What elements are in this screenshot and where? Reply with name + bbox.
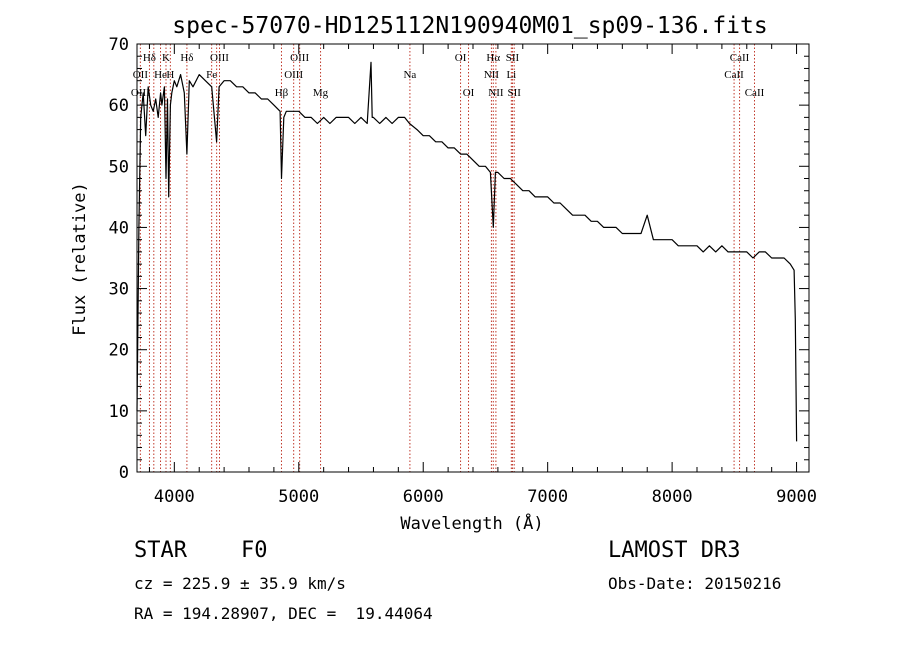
line-label-1: K: [162, 52, 170, 64]
x-tick-label-0: 4000: [154, 487, 195, 507]
line-label-3: OIII: [210, 52, 229, 64]
y-tick-label-5: 50: [109, 157, 129, 177]
line-label-15: NII: [484, 69, 500, 81]
ra-dec-coordinates: RA = 194.28907, DEC = 19.44064: [134, 604, 433, 623]
emission-line-labels: Hδ K Hδ OIII OIII OI Hα SII CaII OII He H Fe OIII Na NI…: [131, 52, 765, 99]
x-tick-label-4: 8000: [652, 487, 693, 507]
x-axis-label: Wavelength (Å): [400, 512, 543, 534]
axis-ticks: 4000 5000 6000 7000 8000 9000 0 10 20 30 40 50 60 70: [109, 35, 818, 507]
observation-date: Obs-Date: 20150216: [608, 574, 782, 593]
line-label-14: Na: [403, 69, 416, 81]
spectrum-series-line: [136, 61, 798, 442]
line-label-10: He: [154, 69, 167, 81]
y-tick-label-1: 10: [109, 402, 129, 422]
line-label-24: CaII: [745, 87, 765, 99]
emission-line-markers: [139, 44, 755, 472]
y-axis-label: Flux (relative): [70, 182, 90, 336]
x-tick-label-2: 6000: [403, 487, 444, 507]
y-tick-label-0: 0: [119, 463, 129, 483]
plot-frame: [136, 43, 810, 473]
line-label-7: SII: [506, 52, 520, 64]
object-subclass: F0: [241, 538, 268, 563]
line-label-2: Hδ: [180, 52, 193, 64]
x-tick-label-3: 7000: [527, 487, 568, 507]
line-label-16: Li: [506, 69, 516, 81]
line-label-0: Hδ: [143, 52, 156, 64]
y-tick-label-6: 60: [109, 96, 129, 116]
line-label-23: SII: [507, 87, 521, 99]
line-label-4: OIII: [290, 52, 309, 64]
chart-title: spec-57070-HD125112N190940M01_sp09-136.f…: [172, 13, 767, 39]
line-label-17: CaII: [724, 69, 744, 81]
x-tick-label-5: 9000: [776, 487, 817, 507]
y-tick-label-4: 40: [109, 218, 129, 238]
line-label-13: OIII: [284, 69, 303, 81]
line-label-11: H: [166, 69, 174, 81]
y-tick-label-3: 30: [109, 280, 129, 300]
line-label-9: OII: [133, 69, 149, 81]
spectrum-layer: [136, 61, 798, 442]
line-label-21: OI: [463, 87, 475, 99]
line-label-5: OI: [455, 52, 467, 64]
survey-name: LAMOST DR3: [608, 538, 741, 563]
y-tick-label-2: 20: [109, 341, 129, 361]
redshift-velocity: cz = 225.9 ± 35.9 km/s: [134, 574, 346, 593]
object-class: STAR: [134, 538, 187, 563]
y-tick-label-7: 70: [109, 35, 129, 55]
line-label-12: Fe: [206, 69, 217, 81]
line-label-20: Mg: [313, 87, 329, 99]
line-label-6: Hα: [486, 52, 500, 64]
line-label-22: NII: [488, 87, 504, 99]
line-label-19: Hβ: [275, 87, 289, 99]
line-label-8: CaII: [730, 52, 750, 64]
x-tick-label-1: 5000: [278, 487, 319, 507]
